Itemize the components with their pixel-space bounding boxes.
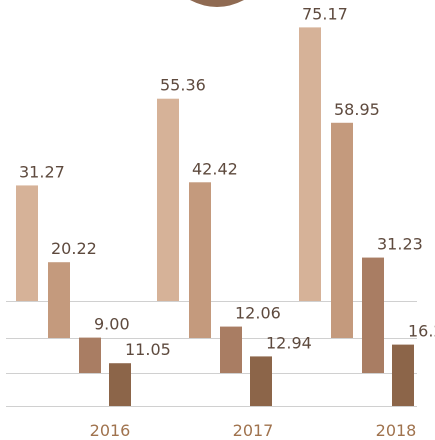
data-label-2016-series-2: 20.22	[51, 239, 97, 258]
bar-2018-series-1	[299, 27, 321, 301]
bar-2016-series-2	[48, 262, 70, 338]
bar-2016-series-4	[109, 363, 131, 406]
data-label-2017-series-2: 42.42	[192, 159, 238, 178]
data-label-2018-series-2: 58.95	[334, 100, 380, 119]
bars	[16, 27, 414, 406]
x-label-2016: 2016	[90, 421, 131, 440]
x-label-2017: 2017	[233, 421, 274, 440]
bar-2017-series-3	[220, 326, 242, 373]
header-decoration	[190, 0, 244, 7]
data-label-2017-series-1: 55.36	[160, 76, 206, 95]
data-label-2017-series-3: 12.06	[235, 304, 281, 323]
bar-2017-series-2	[189, 182, 211, 338]
data-label-2016-series-4: 11.05	[125, 340, 171, 359]
data-labels: 31.27 55.36 75.17 20.22 42.42 58.95 9.00 12.06 3…	[19, 4, 435, 359]
bar-2016-series-3	[79, 337, 101, 373]
data-label-2016-series-3: 9.00	[94, 315, 130, 334]
bar-2017-series-4	[250, 356, 272, 406]
data-label-2017-series-4: 12.94	[266, 333, 312, 352]
data-label-2016-series-1: 31.27	[19, 162, 65, 181]
x-axis-labels: 2016 2017 2018	[90, 421, 417, 440]
bar-2017-series-1	[157, 98, 179, 301]
data-label-2018-series-4: 16.22	[408, 322, 435, 341]
x-label-2018: 2018	[376, 421, 417, 440]
data-label-2018-series-3: 31.23	[377, 235, 423, 254]
bar-2016-series-1	[16, 185, 38, 301]
data-label-2018-series-1: 75.17	[302, 4, 348, 23]
bar-2018-series-3	[362, 257, 384, 373]
header-arc-shape	[190, 0, 244, 7]
bar-2018-series-4	[392, 344, 414, 406]
bar-2018-series-2	[331, 122, 353, 338]
